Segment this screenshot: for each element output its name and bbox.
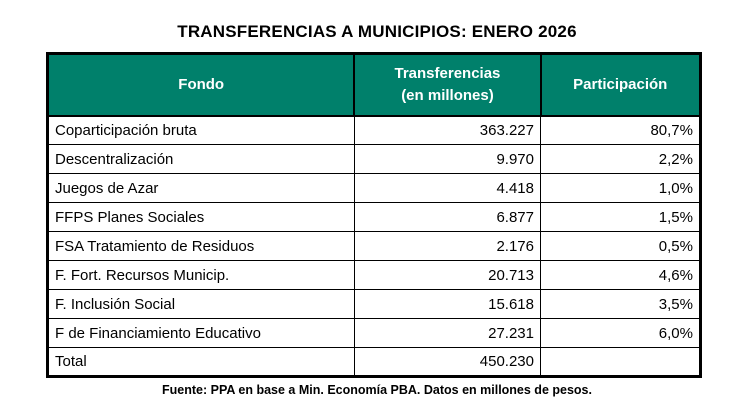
fondo-cell: Juegos de Azar (47, 173, 355, 203)
table-row: F de Financiamiento Educativo 27.231 6,0… (47, 318, 701, 348)
participacion-cell (540, 347, 701, 377)
participacion-cell: 3,5% (540, 289, 701, 319)
table-row: F. Inclusión Social 15.618 3,5% (47, 289, 701, 319)
participacion-cell: 0,5% (540, 231, 701, 261)
participacion-cell: 2,2% (540, 144, 701, 174)
table-row-total: Total 450.230 (47, 347, 701, 377)
participacion-cell: 6,0% (540, 318, 701, 348)
transferencias-cell: 15.618 (353, 289, 542, 319)
participacion-cell: 80,7% (540, 115, 701, 145)
page-title: TRANSFERENCIAS A MUNICIPIOS: ENERO 2026 (177, 22, 577, 41)
transferencias-cell: 9.970 (353, 144, 542, 174)
fondo-cell: FSA Tratamiento de Residuos (47, 231, 355, 261)
table-row: FFPS Planes Sociales 6.877 1,5% (47, 202, 701, 232)
header-row: Fondo Transferencias (en millones) Parti… (46, 52, 702, 117)
transferencias-cell: 2.176 (353, 231, 542, 261)
source-footnote: Fuente: PPA en base a Min. Economía PBA.… (162, 383, 592, 397)
fondo-cell: F. Inclusión Social (47, 289, 355, 319)
transfers-table: Fondo Transferencias (en millones) Parti… (46, 52, 702, 378)
table-header: Fondo Transferencias (en millones) Parti… (46, 52, 702, 117)
fondo-cell: Descentralización (47, 144, 355, 174)
header-fondo: Fondo (46, 52, 356, 117)
header-participacion: Participación (539, 52, 702, 117)
transferencias-cell: 4.418 (353, 173, 542, 203)
table-row: Descentralización 9.970 2,2% (47, 144, 701, 174)
transferencias-cell: 20.713 (353, 260, 542, 290)
transferencias-cell: 363.227 (353, 115, 542, 145)
transferencias-cell: 27.231 (353, 318, 542, 348)
participacion-cell: 4,6% (540, 260, 701, 290)
participacion-cell: 1,0% (540, 173, 701, 203)
table-row: FSA Tratamiento de Residuos 2.176 0,5% (47, 231, 701, 261)
table-row: F. Fort. Recursos Municip. 20.713 4,6% (47, 260, 701, 290)
participacion-cell: 1,5% (540, 202, 701, 232)
fondo-cell: Total (47, 347, 355, 377)
table-row: Juegos de Azar 4.418 1,0% (47, 173, 701, 203)
transferencias-cell: 450.230 (353, 347, 542, 377)
header-transferencias: Transferencias (en millones) (353, 52, 542, 117)
table-body: Coparticipación bruta 363.227 80,7% Desc… (47, 115, 701, 377)
fondo-cell: F de Financiamiento Educativo (47, 318, 355, 348)
transferencias-cell: 6.877 (353, 202, 542, 232)
fondo-cell: F. Fort. Recursos Municip. (47, 260, 355, 290)
fondo-cell: FFPS Planes Sociales (47, 202, 355, 232)
table-row: Coparticipación bruta 363.227 80,7% (47, 115, 701, 145)
fondo-cell: Coparticipación bruta (47, 115, 355, 145)
